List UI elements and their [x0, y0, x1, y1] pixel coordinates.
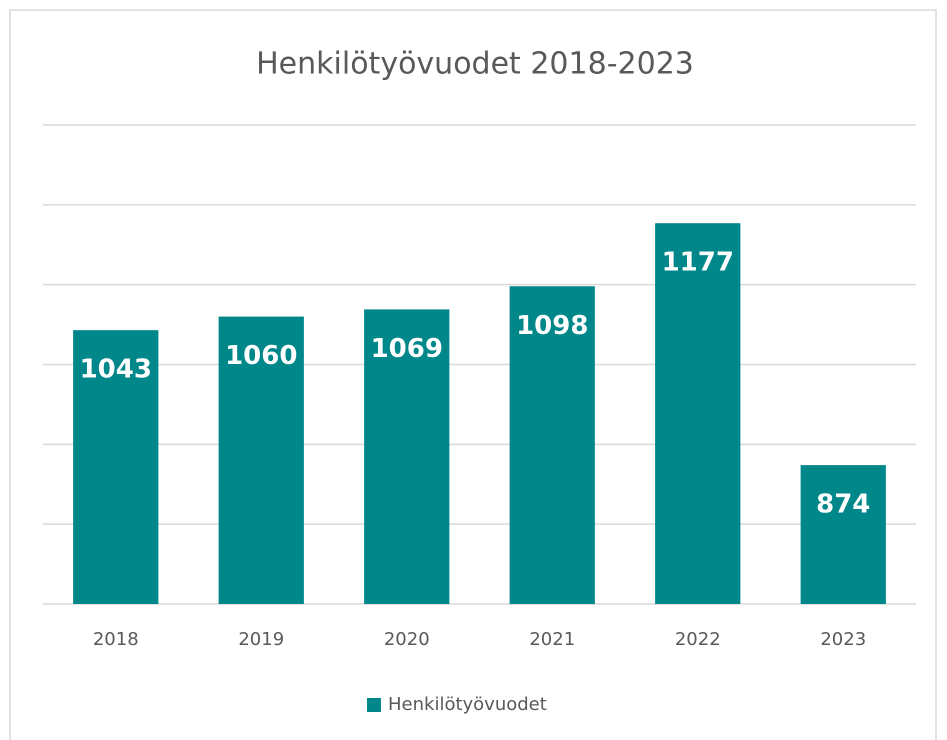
- data-label: 1098: [516, 311, 588, 341]
- chart-border: [9, 9, 937, 740]
- bar: [364, 309, 450, 604]
- data-label: 1069: [371, 334, 443, 364]
- bar: [655, 223, 741, 604]
- data-label: 1043: [80, 355, 152, 385]
- data-label: 1060: [225, 341, 297, 371]
- x-tick-label: 2019: [238, 629, 284, 650]
- data-label: 1177: [662, 248, 734, 278]
- bar: [800, 465, 886, 604]
- x-tick-label: 2021: [529, 629, 575, 650]
- bar: [509, 286, 595, 604]
- legend-label: Henkilötyövuodet: [388, 694, 547, 715]
- legend-swatch: [367, 698, 381, 712]
- bar: [73, 330, 159, 604]
- data-label: 874: [816, 490, 870, 520]
- x-tick-label: 2023: [820, 629, 866, 650]
- x-tick-label: 2020: [384, 629, 430, 650]
- bar: [218, 316, 304, 604]
- chart-title: Henkilötyövuodet 2018-2023: [256, 47, 694, 82]
- x-tick-label: 2022: [675, 629, 721, 650]
- x-tick-label: 2018: [93, 629, 139, 650]
